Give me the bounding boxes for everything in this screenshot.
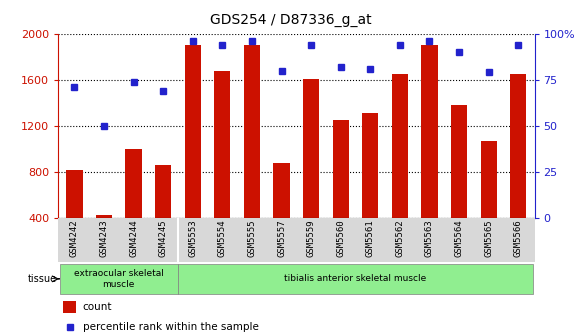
Bar <box>155 165 171 218</box>
Text: GSM4242: GSM4242 <box>70 220 79 257</box>
Bar <box>214 71 231 218</box>
Bar <box>303 79 319 218</box>
Text: GSM4245: GSM4245 <box>159 220 168 257</box>
Bar <box>125 149 142 218</box>
Text: GSM5561: GSM5561 <box>366 220 375 257</box>
Text: GSM5562: GSM5562 <box>396 220 404 257</box>
Bar <box>63 300 76 312</box>
Text: GSM5565: GSM5565 <box>484 220 493 257</box>
Text: extraocular skeletal
muscle: extraocular skeletal muscle <box>74 269 164 289</box>
Text: GSM4244: GSM4244 <box>129 220 138 257</box>
Bar <box>60 264 178 294</box>
Text: tissue: tissue <box>28 274 57 284</box>
Bar <box>332 120 349 218</box>
Bar <box>96 215 112 218</box>
Bar <box>421 45 437 218</box>
Text: GSM5555: GSM5555 <box>248 220 256 257</box>
Text: GSM5563: GSM5563 <box>425 220 434 257</box>
Bar <box>185 45 201 218</box>
Text: GSM5557: GSM5557 <box>277 220 286 257</box>
Text: GSM4243: GSM4243 <box>99 220 109 257</box>
Text: percentile rank within the sample: percentile rank within the sample <box>83 322 259 332</box>
Text: GSM5566: GSM5566 <box>514 220 523 257</box>
Text: GSM5559: GSM5559 <box>307 220 315 257</box>
Bar <box>451 105 467 218</box>
Bar <box>362 113 378 218</box>
Text: GSM5554: GSM5554 <box>218 220 227 257</box>
Text: GDS254 / D87336_g_at: GDS254 / D87336_g_at <box>210 13 371 28</box>
Text: count: count <box>83 302 112 311</box>
Bar <box>480 141 497 218</box>
Bar <box>66 170 83 218</box>
Bar <box>274 163 290 218</box>
Bar <box>392 74 408 218</box>
Text: GSM5553: GSM5553 <box>188 220 197 257</box>
Text: tibialis anterior skeletal muscle: tibialis anterior skeletal muscle <box>284 275 426 283</box>
Bar <box>244 45 260 218</box>
Text: GSM5560: GSM5560 <box>336 220 345 257</box>
Text: GSM5564: GSM5564 <box>454 220 464 257</box>
Bar <box>510 74 526 218</box>
Bar <box>178 264 533 294</box>
